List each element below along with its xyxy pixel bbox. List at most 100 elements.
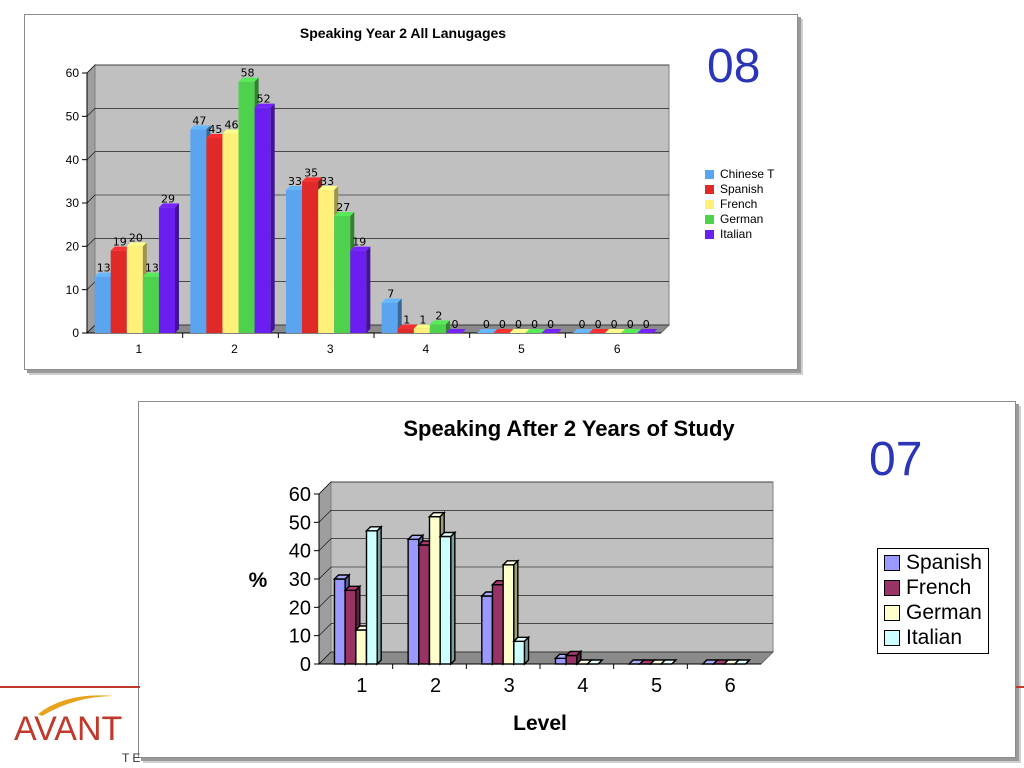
data-label: 0 [611, 318, 618, 331]
data-label: 58 [241, 67, 255, 80]
bar-top [126, 242, 147, 247]
bar-front [428, 515, 441, 665]
bar-side [376, 525, 382, 666]
bar-front [126, 246, 143, 333]
bar-front [285, 190, 303, 333]
chart-panel-07: Speaking After 2 Years of Study 07 0 10 20… [138, 401, 1016, 758]
data-label: 13 [145, 262, 159, 275]
bar-front [407, 538, 420, 665]
legend-item: Spanish [705, 182, 774, 196]
data-label: 27 [336, 201, 350, 214]
legend-swatch [884, 580, 900, 596]
bar-top [605, 329, 626, 333]
data-label: 13 [97, 262, 111, 275]
data-label: 0 [643, 318, 650, 331]
data-label: 0 [499, 318, 506, 331]
bar [541, 329, 562, 333]
bar-top [525, 329, 546, 333]
y-tick-label: 0 [300, 654, 311, 676]
data-label: 33 [288, 175, 302, 188]
data-label: 29 [161, 192, 175, 205]
bar-top [541, 329, 562, 333]
data-label: 19 [352, 236, 366, 249]
chart-legend: Chinese T Spanish French German Italian [705, 167, 775, 242]
bar-front [418, 544, 431, 665]
bar-side [450, 530, 456, 666]
data-label: 52 [257, 93, 271, 106]
bar [525, 329, 546, 333]
year-stamp: 08 [707, 40, 761, 93]
x-tick-label: 4 [422, 342, 429, 356]
legend-label: Spanish [720, 182, 764, 196]
x-tick-label: 3 [504, 675, 515, 697]
bar [733, 659, 752, 665]
logo-swoosh-icon [38, 695, 114, 716]
bar-top [254, 103, 275, 108]
bar [637, 329, 658, 333]
y-tick-label: 10 [289, 626, 311, 648]
gridline [86, 194, 669, 204]
bar-front [565, 654, 578, 665]
footer-divider [1016, 686, 1024, 688]
data-label: 45 [208, 123, 222, 136]
bar-top [158, 203, 180, 208]
bar [381, 298, 402, 333]
legend-swatch [705, 214, 714, 224]
bar-front [439, 535, 452, 665]
gridline [318, 651, 773, 665]
legend-swatch [884, 555, 900, 571]
legend-label: Italian [906, 626, 963, 649]
legend-swatch [884, 605, 900, 621]
bar [438, 530, 457, 666]
bar-top [302, 177, 323, 182]
bar-front [397, 328, 414, 333]
legend-swatch [884, 630, 900, 646]
y-tick-label: 50 [66, 110, 80, 124]
legend-label: German [720, 212, 764, 226]
bar-front [491, 583, 504, 665]
bar-top [637, 329, 658, 333]
bar [572, 329, 594, 333]
gridline [86, 151, 669, 160]
y-tick-label: 30 [289, 569, 311, 591]
bar-top [429, 320, 450, 325]
bar-front [238, 81, 255, 334]
x-axis-title: Level [513, 712, 567, 735]
data-label: 0 [451, 318, 458, 331]
legend-label: Spanish [906, 551, 982, 574]
x-tick-label: 1 [135, 342, 142, 356]
bar-front [429, 324, 446, 333]
bar-top [285, 186, 307, 190]
bar-side [523, 635, 530, 666]
y-tick-label: 0 [72, 326, 79, 340]
gridline [318, 510, 773, 523]
data-label: 0 [579, 318, 586, 331]
bar-side [671, 659, 677, 665]
bar-top [206, 134, 227, 138]
bar-front [302, 181, 319, 333]
bar [364, 525, 383, 666]
bar-top [350, 246, 371, 251]
data-label: 0 [483, 318, 490, 331]
bar-front [481, 595, 494, 665]
bar-top [110, 246, 131, 251]
gridline [86, 64, 669, 74]
bar-top [397, 324, 418, 329]
bar-front [110, 250, 127, 333]
data-label: 0 [627, 318, 634, 331]
bar [493, 329, 514, 333]
bar-top [142, 272, 163, 277]
bar [605, 329, 626, 333]
bar [589, 329, 610, 333]
legend-item: French [705, 197, 774, 211]
gridline [318, 595, 773, 608]
chart-title: Speaking After 2 Years of Study [403, 416, 735, 441]
bar-top [413, 324, 434, 329]
gridline [318, 623, 773, 636]
y-tick-label: 50 [289, 512, 311, 534]
legend-label: Italian [720, 227, 753, 241]
y-tick-label: 40 [66, 153, 80, 167]
bar-front [381, 302, 398, 333]
y-tick-label: 20 [289, 597, 311, 619]
gridline [86, 238, 669, 247]
